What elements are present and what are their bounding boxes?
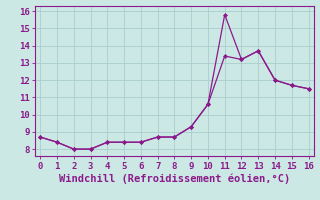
- X-axis label: Windchill (Refroidissement éolien,°C): Windchill (Refroidissement éolien,°C): [59, 173, 290, 184]
